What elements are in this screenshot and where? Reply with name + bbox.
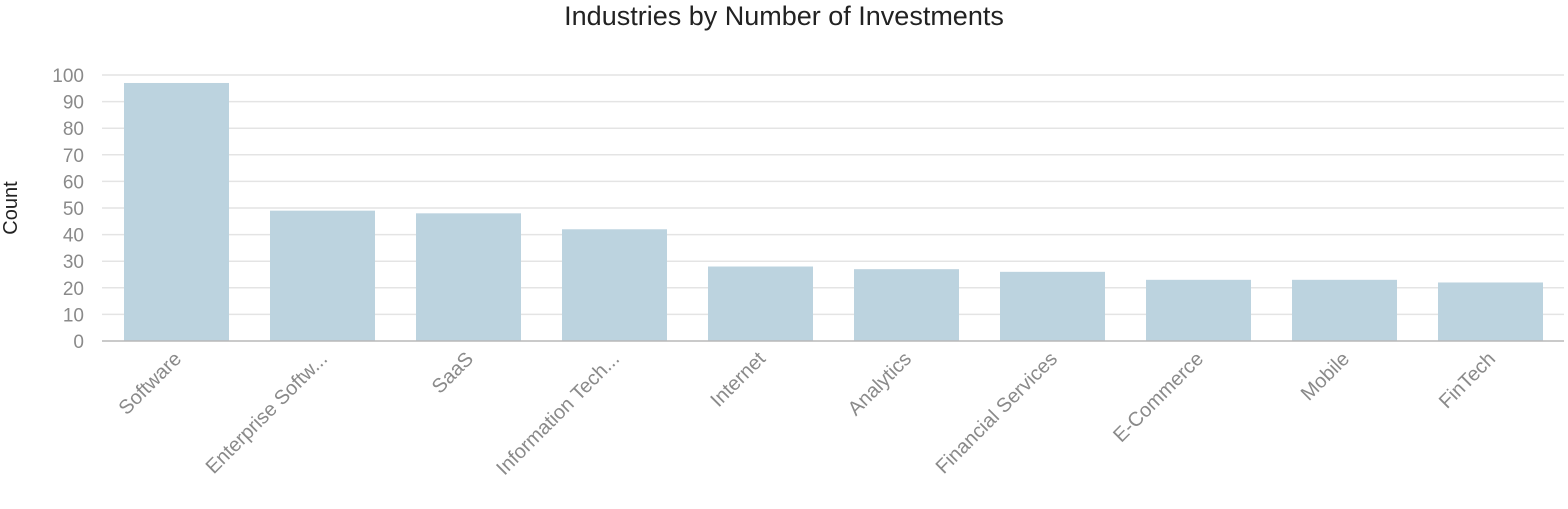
y-tick-label: 90 bbox=[63, 93, 84, 114]
y-tick-label: 20 bbox=[63, 279, 84, 300]
y-tick-labels: 0 10 20 30 40 50 60 70 80 90 100 bbox=[52, 66, 84, 353]
x-tick-label: FinTech bbox=[1435, 348, 1500, 413]
bar[interactable] bbox=[562, 229, 667, 341]
chart-title: Industries by Number of Investments bbox=[564, 1, 1004, 31]
y-tick-label: 0 bbox=[73, 332, 84, 353]
bar[interactable] bbox=[708, 266, 813, 341]
y-tick-label: 80 bbox=[63, 119, 84, 140]
bar[interactable] bbox=[1000, 271, 1105, 341]
bar[interactable] bbox=[854, 269, 959, 341]
bar[interactable] bbox=[124, 82, 229, 341]
bars bbox=[124, 82, 1543, 341]
x-tick-label: E-Commerce bbox=[1109, 348, 1208, 447]
y-tick-label: 10 bbox=[63, 305, 84, 326]
x-tick-labels: Software Enterprise Softw... SaaS Informati… bbox=[115, 348, 1500, 480]
x-tick-label: Software bbox=[115, 348, 186, 419]
x-tick-label: Financial Services bbox=[932, 348, 1062, 478]
bar[interactable] bbox=[1146, 279, 1251, 341]
y-tick-label: 60 bbox=[63, 172, 84, 193]
bar[interactable] bbox=[270, 210, 375, 341]
y-tick-label: 40 bbox=[63, 226, 84, 247]
y-tick-label: 70 bbox=[63, 146, 84, 167]
y-tick-label: 100 bbox=[52, 66, 84, 87]
y-axis-title: Count bbox=[0, 181, 22, 235]
x-tick-label: SaaS bbox=[428, 348, 478, 398]
x-tick-label: Mobile bbox=[1297, 348, 1354, 405]
x-tick-label: Information Tech... bbox=[492, 348, 624, 480]
bar[interactable] bbox=[1438, 282, 1543, 341]
y-tick-label: 30 bbox=[63, 252, 84, 273]
x-tick-label: Enterprise Softw... bbox=[202, 348, 332, 478]
bar[interactable] bbox=[416, 213, 521, 341]
x-tick-label: Internet bbox=[707, 348, 771, 412]
bar[interactable] bbox=[1292, 279, 1397, 341]
x-tick-label: Analytics bbox=[844, 348, 916, 420]
y-tick-label: 50 bbox=[63, 199, 84, 220]
